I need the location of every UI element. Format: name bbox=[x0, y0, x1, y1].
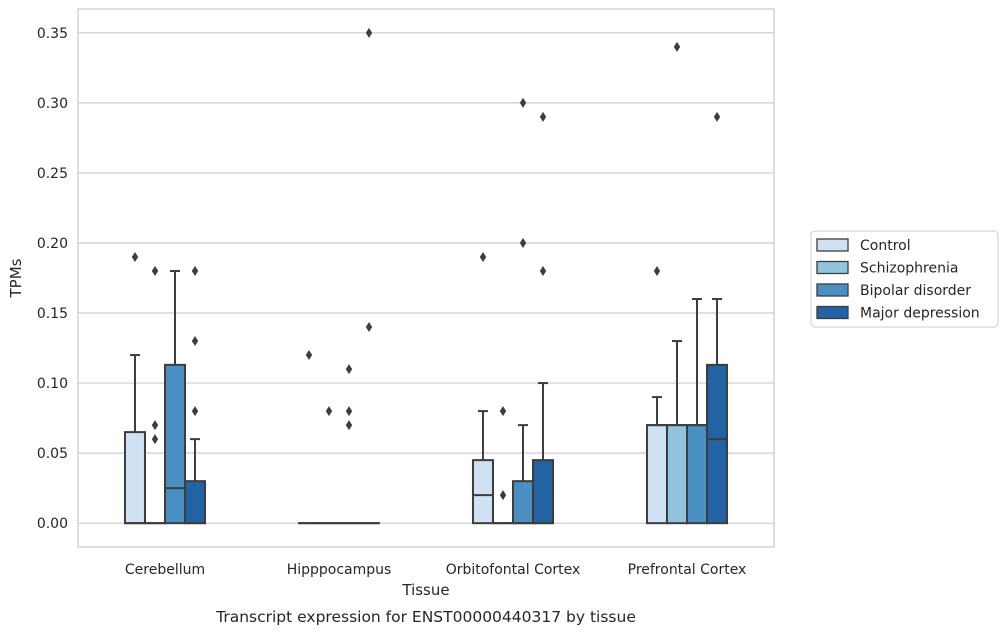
y-axis-title: TPMs bbox=[7, 258, 25, 298]
outlier-point bbox=[151, 420, 159, 431]
outlier-point bbox=[365, 322, 373, 333]
outlier-point bbox=[519, 237, 527, 248]
gridlines bbox=[78, 32, 774, 524]
x-tick-label: Cerebellum bbox=[125, 562, 205, 578]
outlier-point bbox=[345, 420, 353, 431]
outlier-point bbox=[151, 434, 159, 445]
chart-caption: Transcript expression for ENST0000044031… bbox=[215, 608, 636, 626]
legend: Control Schizophrenia Bipolar disorder Majo… bbox=[810, 230, 999, 328]
plot-frame bbox=[77, 8, 775, 548]
box-series bbox=[123, 27, 729, 525]
outlier-point bbox=[191, 265, 199, 276]
y-tick-label: 0.35 bbox=[37, 26, 68, 42]
outlier-point bbox=[305, 350, 313, 361]
y-tick-label: 0.10 bbox=[37, 376, 68, 392]
y-tick-label: 0.00 bbox=[37, 516, 68, 532]
box-body bbox=[512, 480, 535, 525]
outlier-point bbox=[653, 265, 661, 276]
box bbox=[317, 406, 340, 525]
x-axis-title: Tissue bbox=[401, 581, 449, 599]
box bbox=[706, 111, 729, 525]
x-axis-ticks: Cerebellum Hipppocampus Orbitofontal Corte… bbox=[125, 562, 746, 578]
outlier-point bbox=[345, 364, 353, 375]
legend-label: Schizophrenia bbox=[860, 261, 958, 277]
box-body bbox=[532, 459, 555, 525]
box bbox=[164, 269, 187, 525]
x-tick-label: Hipppocampus bbox=[287, 562, 392, 578]
box bbox=[491, 406, 514, 525]
box bbox=[471, 251, 494, 525]
x-tick-label: Prefrontal Cortex bbox=[628, 562, 747, 578]
outlier-point bbox=[713, 111, 721, 122]
box-body bbox=[686, 424, 709, 525]
legend-label: Control bbox=[860, 238, 911, 254]
outlier-point bbox=[191, 336, 199, 347]
legend-label: Major depression bbox=[860, 306, 980, 322]
box-body bbox=[123, 431, 146, 525]
outlier-point bbox=[365, 27, 373, 38]
box bbox=[686, 298, 709, 525]
y-tick-label: 0.15 bbox=[37, 306, 68, 322]
y-tick-label: 0.30 bbox=[37, 96, 68, 112]
outlier-point bbox=[151, 265, 159, 276]
outlier-point bbox=[499, 490, 507, 501]
box-body bbox=[665, 424, 688, 525]
legend-swatch bbox=[816, 305, 849, 320]
box bbox=[338, 364, 361, 525]
box-body bbox=[164, 363, 187, 525]
y-tick-label: 0.05 bbox=[37, 446, 68, 462]
x-tick-label: Orbitofontal Cortex bbox=[446, 562, 581, 578]
box-body bbox=[645, 424, 668, 525]
box-body bbox=[184, 480, 207, 525]
legend-frame bbox=[810, 230, 999, 328]
box bbox=[184, 265, 207, 525]
outlier-point bbox=[479, 251, 487, 262]
box-body bbox=[471, 459, 494, 525]
outlier-point bbox=[131, 251, 139, 262]
box bbox=[123, 251, 146, 525]
outlier-point bbox=[325, 406, 333, 417]
outlier-point bbox=[673, 41, 681, 52]
box bbox=[645, 265, 668, 525]
y-axis-ticks: 0.00 0.05 0.10 0.15 0.20 0.25 0.30 0.35 bbox=[37, 26, 68, 532]
box bbox=[297, 350, 320, 525]
box bbox=[358, 27, 381, 525]
outlier-point bbox=[519, 97, 527, 108]
outlier-point bbox=[539, 111, 547, 122]
y-tick-label: 0.20 bbox=[37, 236, 68, 252]
box bbox=[143, 265, 167, 525]
y-tick-label: 0.25 bbox=[37, 166, 68, 182]
box bbox=[512, 97, 535, 525]
legend-swatch bbox=[816, 238, 849, 252]
legend-swatch bbox=[816, 260, 849, 275]
outlier-point bbox=[499, 406, 507, 417]
legend-label: Bipolar disorder bbox=[860, 283, 971, 299]
box bbox=[532, 111, 555, 525]
legend-swatch bbox=[816, 283, 849, 297]
outlier-point bbox=[539, 265, 547, 276]
outlier-point bbox=[345, 406, 353, 417]
box-body bbox=[706, 363, 729, 525]
outlier-point bbox=[191, 406, 199, 417]
box bbox=[665, 41, 688, 525]
